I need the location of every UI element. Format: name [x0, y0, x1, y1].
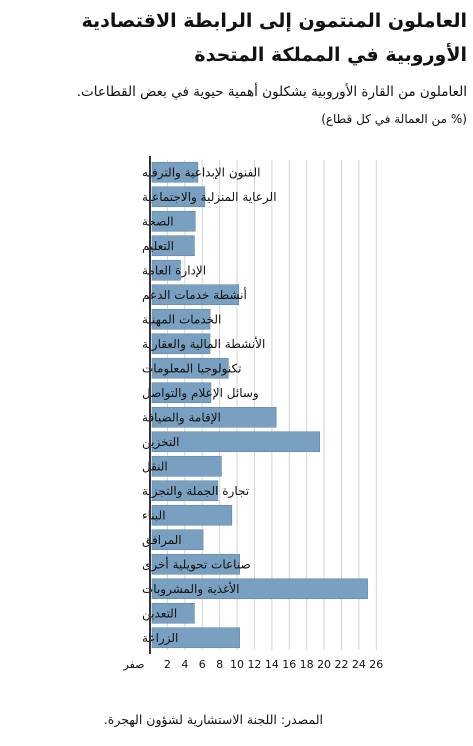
x-tick-label: 16	[282, 658, 296, 671]
category-label: الفنون الإبداعية والترفيه	[142, 165, 261, 180]
category-label: المرافق	[142, 533, 182, 548]
x-tick-label: 14	[265, 658, 279, 671]
category-label: الرعاية المنزلية والاجتماعية	[142, 190, 277, 205]
x-tick-label: 6	[199, 658, 206, 671]
category-label: الأنشطة المالية والعقارية	[142, 336, 265, 352]
category-label: الأغذية والمشروبات	[142, 581, 239, 597]
category-label: التعليم	[142, 239, 174, 253]
category-label: الزراعة	[142, 631, 178, 646]
category-label: صناعات تحويلية أخرى	[142, 556, 251, 572]
source-note: المصدر: اللجنة الاستشارية لشؤون الهجرة.	[104, 712, 323, 727]
x-tick-label: 26	[369, 658, 383, 671]
category-label: الإدارة العامة	[142, 263, 206, 278]
x-tick-label: 8	[216, 658, 223, 671]
x-tick-label: 12	[247, 658, 261, 671]
category-label: الخدمات المهنية	[142, 312, 221, 326]
category-label: تجارة الجملة والتجزئة	[142, 484, 249, 499]
category-label: أنشطة خدمات الدعم	[142, 287, 247, 302]
category-label: البناء	[142, 508, 166, 522]
x-tick-label: صفر	[123, 658, 145, 671]
x-tick-label: 24	[352, 658, 366, 671]
x-tick-label: 10	[230, 658, 244, 671]
x-tick-label: 20	[317, 658, 331, 671]
x-tick-label: 18	[300, 658, 314, 671]
category-label: الصحة	[142, 214, 174, 228]
category-label: التعدين	[142, 606, 177, 621]
x-tick-label: 2	[164, 658, 171, 671]
category-label: النقل	[142, 459, 168, 473]
x-tick-label: 22	[334, 658, 348, 671]
category-label: وسائل الإعلام والتواصل	[142, 386, 259, 401]
x-tick-label: 4	[181, 658, 188, 671]
category-label: تكنولوجيا المعلومات	[142, 361, 241, 376]
category-label: التخزين	[142, 435, 179, 450]
bar-chart: الفنون الإبداعية والترفيه الرعاية المنزلي…	[0, 0, 473, 700]
category-label: الإقامة والضيافة	[142, 410, 221, 425]
